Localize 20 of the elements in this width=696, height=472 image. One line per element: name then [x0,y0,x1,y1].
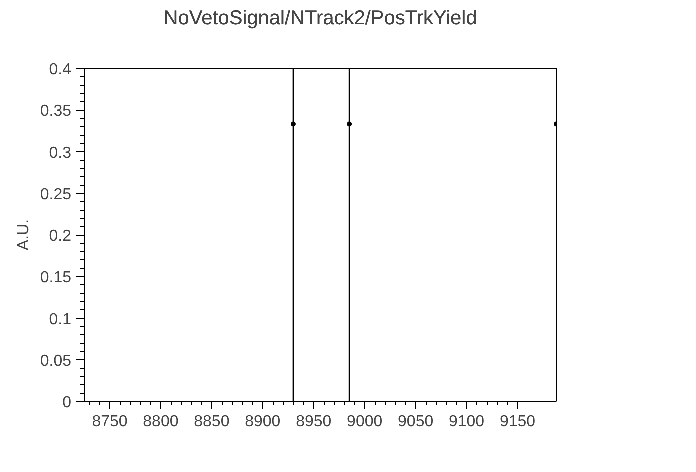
y-tick-label: 0.25 [40,186,72,204]
x-tick-label: 8850 [194,414,230,430]
x-tick-label: 9000 [347,414,383,430]
y-tick-label: 0.4 [49,62,72,78]
y-tick-label: 0.1 [49,311,72,328]
y-axis-title: A.U. [15,219,32,251]
y-tick-label: 0.05 [40,352,72,370]
x-tick-label: 9100 [448,414,485,430]
x-tick-label: 9150 [500,414,536,430]
x-tick-label: 8950 [296,414,332,430]
x-tick-label: 9050 [398,414,434,430]
y-tick-label: 0.2 [49,228,72,245]
x-tick-label: 8900 [245,414,281,430]
y-tick-label: 0 [62,394,72,412]
chart-title: NoVetoSignal/NTrack2/PosTrkYield [164,8,478,30]
x-tick-label: 8800 [143,414,179,430]
y-tick-label: 0.3 [49,144,72,162]
y-tick-label: 0.15 [40,270,72,287]
y-tick-label: 0.35 [40,103,72,120]
x-tick-label: 8750 [92,414,128,430]
